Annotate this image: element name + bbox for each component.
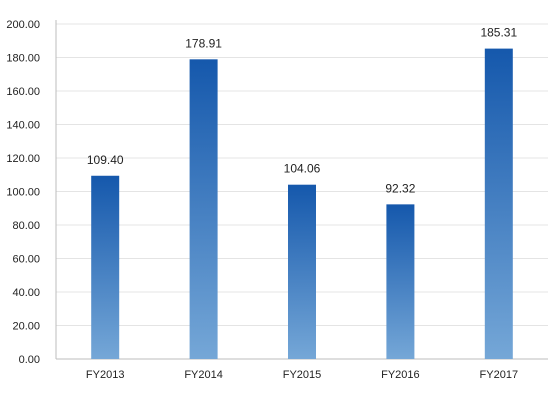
y-tick-label: 40.00 xyxy=(12,287,40,299)
labels: 0.00 20.00 40.00 60.00 80.00 100.00 120.00 140.… xyxy=(6,19,518,381)
y-tick-label: 80.00 xyxy=(12,220,40,232)
y-tick-label: 120.00 xyxy=(6,153,40,165)
x-tick-label: FY2014 xyxy=(184,369,223,381)
y-tick-label: 160.00 xyxy=(6,86,40,98)
data-label: 185.31 xyxy=(480,26,517,40)
bar-fy2017 xyxy=(484,48,513,360)
data-label: 109.40 xyxy=(87,153,124,167)
y-tick-label: 200.00 xyxy=(6,19,40,31)
data-label: 104.06 xyxy=(284,162,321,176)
x-tick-label: FY2016 xyxy=(381,369,420,381)
y-tick-label: 140.00 xyxy=(6,120,40,132)
data-label: 178.91 xyxy=(185,36,222,50)
x-tick-label: FY2015 xyxy=(283,369,322,381)
x-tick-label: FY2013 xyxy=(86,369,125,381)
bars xyxy=(91,48,513,360)
bar-fy2015 xyxy=(288,184,316,359)
bar-fy2016 xyxy=(386,204,415,359)
data-label: 92.32 xyxy=(385,181,415,195)
y-tick-label: 180.00 xyxy=(6,53,40,65)
bar-fy2014 xyxy=(189,59,218,360)
y-tick-label: 60.00 xyxy=(12,254,40,266)
bar-fy2013 xyxy=(91,175,120,359)
x-tick-label: FY2017 xyxy=(480,369,519,381)
y-tick-label: 0.00 xyxy=(19,354,40,366)
y-tick-label: 100.00 xyxy=(6,187,40,199)
y-tick-label: 20.00 xyxy=(12,321,40,333)
